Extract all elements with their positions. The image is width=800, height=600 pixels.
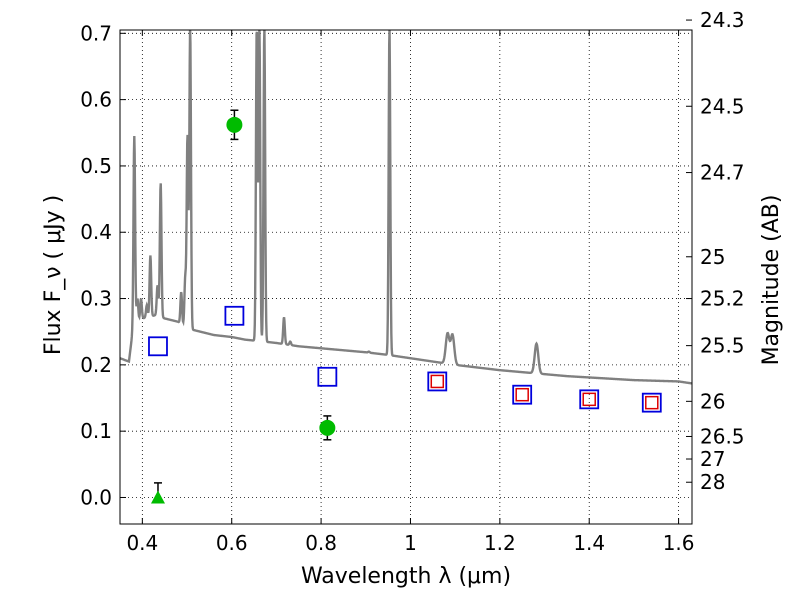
x-tick-label: 1.6 [663, 531, 695, 555]
observed-band-flux [515, 387, 529, 402]
x-tick-label: 0.6 [216, 531, 248, 555]
x-tick-label: 0.4 [126, 531, 158, 555]
plot-frame [119, 29, 693, 525]
observed-band-flux [645, 395, 659, 410]
y-tick-label: 0.5 [80, 154, 112, 178]
y-tick-label: 0.6 [80, 88, 112, 112]
y-tick-label: 0.7 [80, 21, 112, 45]
right-axis-label: Magnitude (AB) [759, 195, 784, 366]
x-tick-label: 1 [404, 531, 417, 555]
model-band-flux [512, 384, 533, 405]
x-tick-label: 1.2 [484, 531, 516, 555]
triangle-point [150, 490, 165, 504]
y-tick-label: 0.3 [80, 287, 112, 311]
photometry-layer [148, 109, 662, 504]
x-tick-label: 0.8 [305, 531, 337, 555]
model-band-flux [148, 336, 168, 357]
model-band-flux [317, 366, 338, 387]
mag-tick-label: 24.3 [700, 8, 745, 32]
mag-tick-label: 25.2 [700, 287, 745, 311]
y-axis-label: Flux F_ν ( μJy ) [41, 195, 66, 355]
y-tick-label: 0.4 [80, 220, 112, 244]
model-band-flux [641, 392, 662, 413]
model-band-flux [224, 305, 245, 326]
mag-tick-label: 28 [700, 470, 725, 494]
mag-tick-label: 24.7 [700, 161, 745, 185]
mag-tick-label: 26 [700, 389, 725, 413]
model-spectrum-layer [120, 30, 692, 385]
observed-band-flux [582, 392, 596, 407]
y-tick-label: 0.2 [80, 353, 112, 377]
detection-point [319, 419, 336, 436]
model-band-flux [579, 389, 600, 410]
tick-layer: 0.4 0.6 0.8 1 1.2 1.4 1.6 0.0 0.1 0.2 0.3 0.4 0.5 0.6… [80, 8, 744, 555]
mag-tick-label: 27 [700, 447, 725, 471]
y-tick-label: 0.0 [80, 485, 112, 509]
y-tick-label: 0.1 [80, 419, 112, 443]
mag-tick-label: 24.5 [700, 94, 745, 118]
observed-band-flux [430, 374, 445, 389]
mag-tick-label: 26.5 [700, 424, 745, 448]
grid-lines [120, 30, 692, 524]
detection-point [226, 116, 243, 133]
x-tick-label: 1.4 [573, 531, 605, 555]
model-band-flux [427, 371, 448, 392]
mag-tick-label: 25 [700, 245, 725, 269]
x-axis-label: Wavelength λ (μm) [301, 564, 511, 589]
model-spectrum-line [120, 30, 692, 385]
mag-tick-label: 25.5 [700, 334, 745, 358]
